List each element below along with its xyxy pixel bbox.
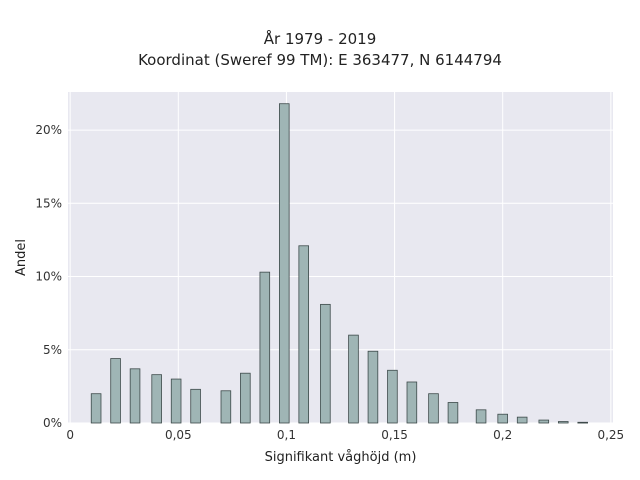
histogram-bar — [240, 372, 251, 424]
histogram-bar — [110, 358, 121, 424]
histogram-bar — [259, 271, 271, 424]
histogram-bar — [298, 245, 310, 424]
histogram-bar — [367, 350, 379, 424]
histogram-bar — [475, 409, 487, 424]
x-axis-ticks: 0 0,05 0,1 0,15 0,2 0,25 — [66, 428, 624, 442]
histogram-bar — [90, 393, 102, 424]
x-tick-label: 0,25 — [597, 428, 624, 442]
y-axis-label: Andel — [14, 239, 29, 276]
histogram-bar — [220, 390, 232, 424]
histogram-bar — [577, 421, 588, 424]
y-tick-label: 5% — [43, 343, 62, 357]
chart-subtitle: Koordinat (Sweref 99 TM): E 363477, N 61… — [138, 51, 502, 69]
histogram-bar — [190, 388, 201, 424]
histogram-bar — [170, 378, 182, 424]
x-tick-label: 0,2 — [493, 428, 512, 442]
y-tick-label: 0% — [43, 416, 62, 430]
histogram-bar — [516, 416, 528, 424]
histogram-bar — [428, 393, 439, 424]
y-axis-ticks: 0% 5% 10% 15% 20% — [35, 123, 62, 430]
histogram-bar — [348, 334, 359, 424]
x-tick-label: 0,15 — [381, 428, 408, 442]
chart-title: År 1979 - 2019 — [263, 30, 377, 48]
plot-area — [68, 92, 613, 423]
histogram-bar — [538, 419, 550, 424]
histogram-bar — [387, 369, 398, 424]
x-tick-label: 0,1 — [277, 428, 296, 442]
x-tick-label: 0,05 — [165, 428, 192, 442]
y-tick-label: 20% — [35, 123, 62, 137]
x-axis-label: Signifikant våghöjd (m) — [265, 450, 417, 465]
histogram-bar — [279, 103, 290, 424]
bars — [90, 103, 588, 424]
y-tick-label: 15% — [35, 196, 62, 210]
histogram-bar — [129, 368, 141, 424]
y-tick-label: 10% — [35, 270, 62, 284]
histogram-bar — [447, 402, 459, 424]
x-tick-label: 0 — [66, 428, 74, 442]
histogram-bar — [557, 421, 569, 424]
histogram-bar — [406, 381, 418, 424]
histogram-bar — [497, 413, 508, 424]
histogram-bar — [151, 374, 162, 424]
histogram-bar — [320, 303, 331, 424]
